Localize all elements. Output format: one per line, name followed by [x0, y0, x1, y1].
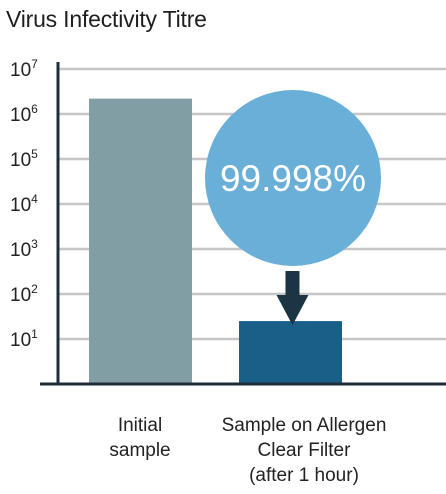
y-tick-label: 102 [10, 282, 38, 306]
y-tick-exponent: 3 [31, 237, 38, 251]
bars [89, 98, 342, 385]
y-tick-label: 104 [10, 192, 38, 216]
arrow-shaft [285, 271, 300, 298]
y-tick-label: 106 [10, 102, 38, 126]
y-tick-base: 10 [10, 195, 31, 216]
reduction-annotation: 99.998% [205, 90, 381, 326]
y-tick-base: 10 [10, 330, 31, 351]
y-tick-exponent: 2 [31, 282, 38, 296]
y-tick-base: 10 [10, 60, 31, 81]
y-tick-exponent: 5 [31, 147, 38, 161]
y-tick-base: 10 [10, 150, 31, 171]
y-tick-exponent: 4 [31, 192, 38, 206]
y-tick-label: 105 [10, 147, 38, 171]
y-tick-base: 10 [10, 105, 31, 126]
x-tick-label: Sample on Allergen Clear Filter (after 1… [221, 415, 387, 486]
percentage-bubble [205, 90, 381, 266]
y-tick-base: 10 [10, 240, 31, 261]
y-tick-label: 107 [10, 57, 38, 81]
x-tick-label: Initial sample [109, 415, 171, 461]
y-tick-label: 101 [10, 327, 38, 351]
bar-2 [239, 321, 342, 384]
y-tick-base: 10 [10, 285, 31, 306]
y-tick-label: 103 [10, 237, 38, 261]
arrow-head [276, 295, 309, 326]
y-tick-exponent: 6 [31, 102, 38, 116]
y-tick-exponent: 7 [31, 57, 38, 71]
percentage-label: 99.998% [220, 158, 366, 199]
chart-title: Virus Infectivity Titre [6, 6, 207, 32]
bar-1 [89, 98, 192, 385]
y-tick-exponent: 1 [31, 327, 38, 341]
